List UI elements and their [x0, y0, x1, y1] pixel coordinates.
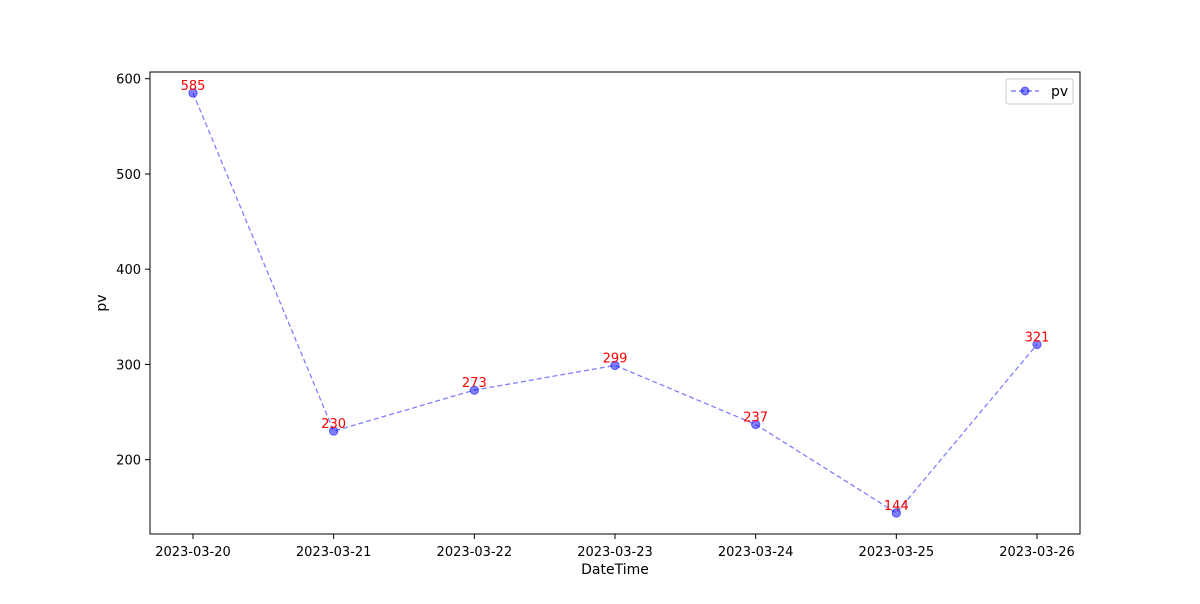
x-tick-label: 2023-03-24	[718, 545, 794, 560]
y-axis: 200 300 400 500 600	[116, 73, 150, 469]
data-label: 144	[884, 499, 909, 514]
series-layer: 585 230 273 299 237 144 321	[181, 79, 1050, 518]
data-point	[750, 419, 761, 430]
data-label: 230	[321, 417, 346, 432]
y-tick-label: 200	[116, 454, 141, 469]
data-label: 273	[462, 376, 487, 391]
data-point	[610, 360, 620, 371]
x-tick-label: 2023-03-25	[859, 545, 935, 560]
plot-frame	[149, 71, 1081, 535]
plot-area	[150, 72, 1080, 534]
x-tick-label: 2023-03-20	[155, 545, 231, 560]
legend: pv	[1005, 78, 1074, 105]
x-tick-label: 2023-03-22	[437, 545, 513, 560]
data-label: 585	[181, 79, 206, 94]
y-tick-label: 600	[116, 73, 141, 88]
legend-box	[1005, 78, 1074, 105]
x-axis-label: DateTime	[581, 562, 649, 578]
y-axis-label: pv	[94, 294, 110, 311]
y-tick-label: 500	[116, 168, 141, 183]
data-label: 321	[1025, 330, 1050, 345]
data-label: 237	[743, 410, 768, 425]
y-tick-label: 300	[116, 358, 141, 373]
data-point	[328, 426, 339, 436]
data-point	[1032, 339, 1042, 350]
legend-marker-sample	[1020, 86, 1030, 96]
x-tick-label: 2023-03-26	[999, 545, 1075, 560]
data-label: 299	[603, 351, 628, 366]
data-point	[469, 385, 480, 395]
legend-label: pv	[1051, 84, 1068, 100]
y-tick-label: 400	[116, 263, 141, 278]
x-tick-label: 2023-03-21	[296, 545, 372, 560]
x-tick-label: 2023-03-23	[577, 545, 653, 560]
x-axis: 2023-03-20 2023-03-21 2023-03-22 2023-03-23…	[155, 534, 1075, 560]
data-point	[891, 508, 902, 518]
data-point	[188, 88, 198, 98]
